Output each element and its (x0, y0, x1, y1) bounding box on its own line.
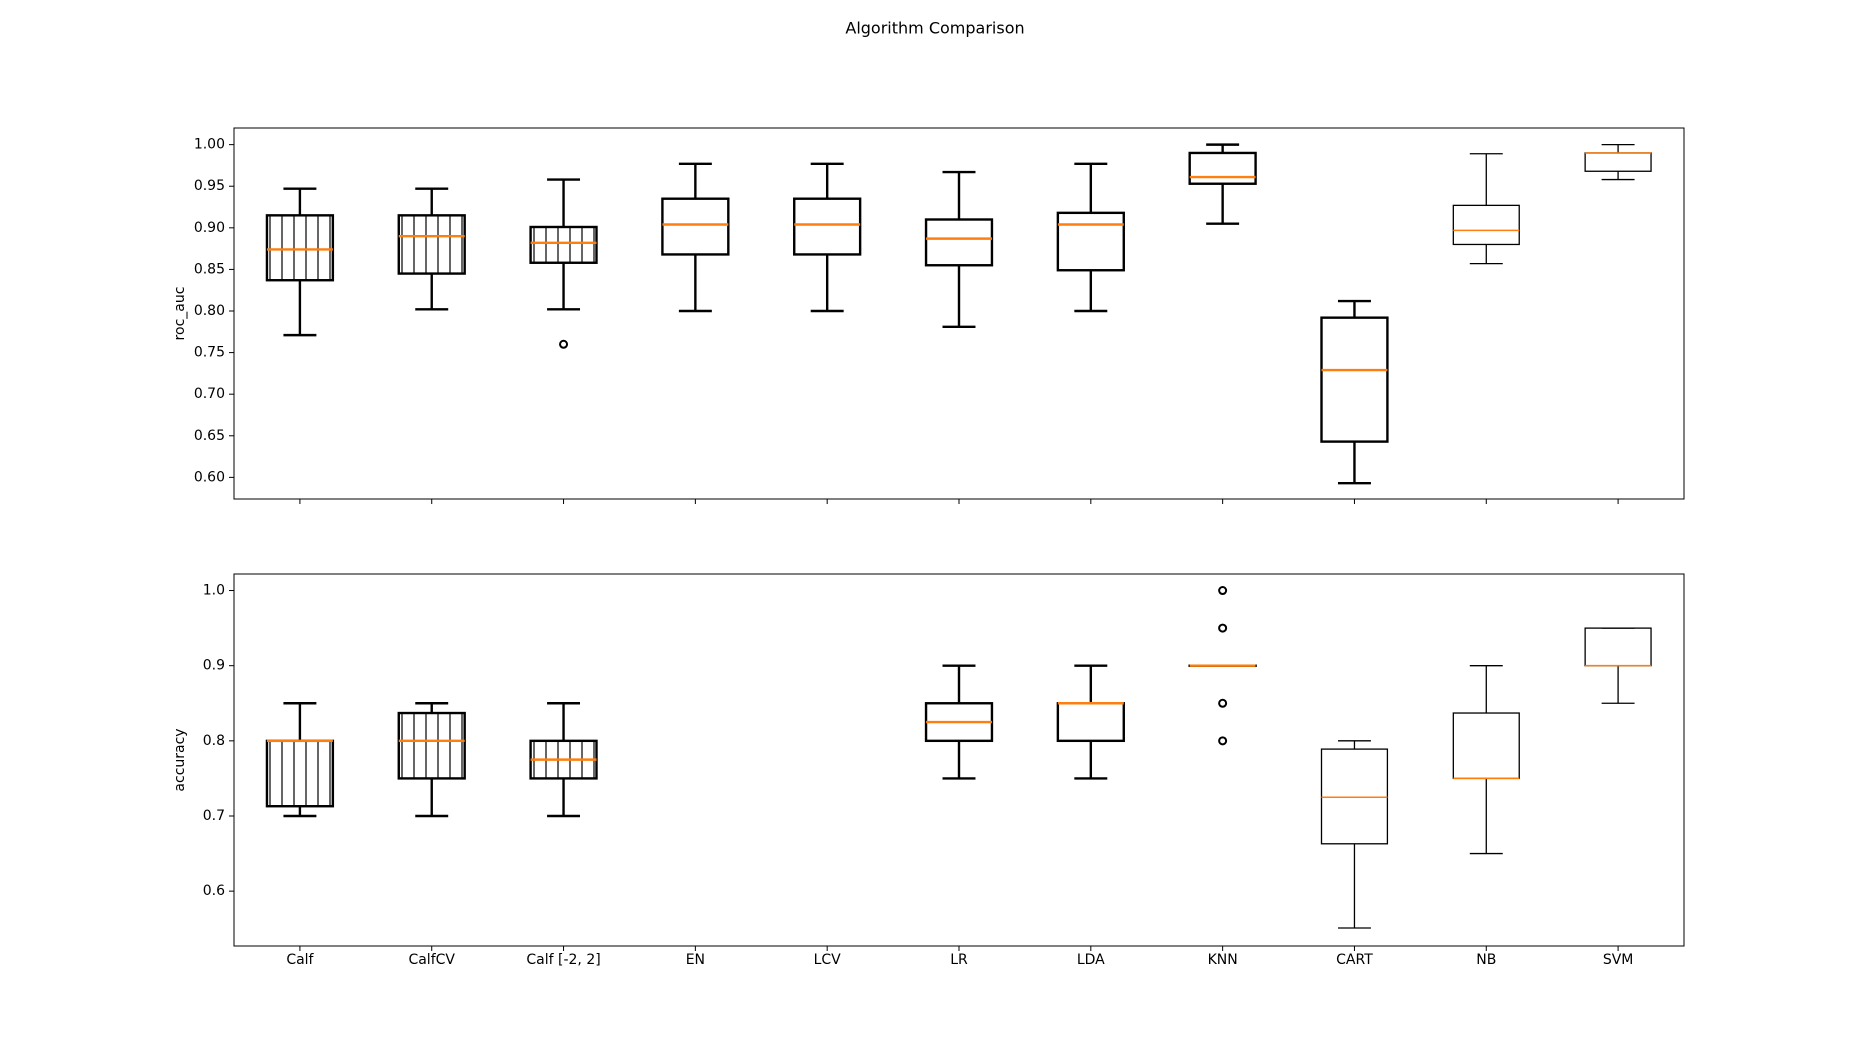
y-tick-label: 0.6 (203, 883, 225, 899)
box (529, 225, 598, 264)
y-tick-label: 0.75 (194, 345, 225, 361)
box (924, 218, 994, 267)
y-tick-label: 0.95 (194, 178, 225, 194)
x-tick-label: EN (686, 952, 705, 968)
y-tick-label: 1.00 (194, 137, 225, 153)
box (1320, 316, 1389, 443)
y-tick-label: 0.7 (203, 808, 225, 824)
x-tick-label: CalfCV (408, 952, 455, 968)
x-tick-label: Calf (286, 952, 314, 968)
x-tick-label: LCV (814, 952, 842, 968)
y-axis-label: accuracy (172, 728, 188, 791)
y-axis-label: roc_auc (172, 287, 188, 341)
box (1320, 748, 1389, 845)
y-tick-label: 0.9 (203, 658, 225, 674)
y-tick-label: 0.90 (194, 220, 225, 236)
x-tick-label: SVM (1603, 952, 1634, 968)
x-tick-label: Calf [-2, 2] (526, 952, 600, 968)
y-tick-label: 1.0 (203, 583, 225, 599)
box (265, 739, 335, 808)
figure-title: Algorithm Comparison (845, 19, 1024, 38)
x-tick-label: LR (950, 952, 968, 968)
box (397, 214, 466, 275)
box (1188, 151, 1257, 185)
y-tick-label: 0.60 (194, 469, 225, 485)
box (265, 214, 335, 282)
y-tick-label: 0.70 (194, 386, 225, 402)
x-tick-label: NB (1476, 952, 1496, 968)
y-tick-label: 0.85 (194, 261, 225, 277)
box (661, 197, 730, 256)
flier (1218, 623, 1228, 633)
x-tick-label: CART (1336, 952, 1373, 968)
flier (1218, 736, 1228, 746)
box (1056, 211, 1125, 272)
x-tick-label: LDA (1077, 952, 1105, 968)
x-tick-label: KNN (1208, 952, 1238, 968)
y-tick-label: 0.65 (194, 428, 225, 444)
y-tick-label: 0.80 (194, 303, 225, 319)
box (793, 197, 862, 256)
y-tick-label: 0.8 (203, 733, 225, 749)
box (397, 711, 466, 780)
flier (559, 339, 569, 349)
flier (1218, 698, 1228, 708)
box (1452, 204, 1520, 246)
flier (1218, 586, 1228, 596)
